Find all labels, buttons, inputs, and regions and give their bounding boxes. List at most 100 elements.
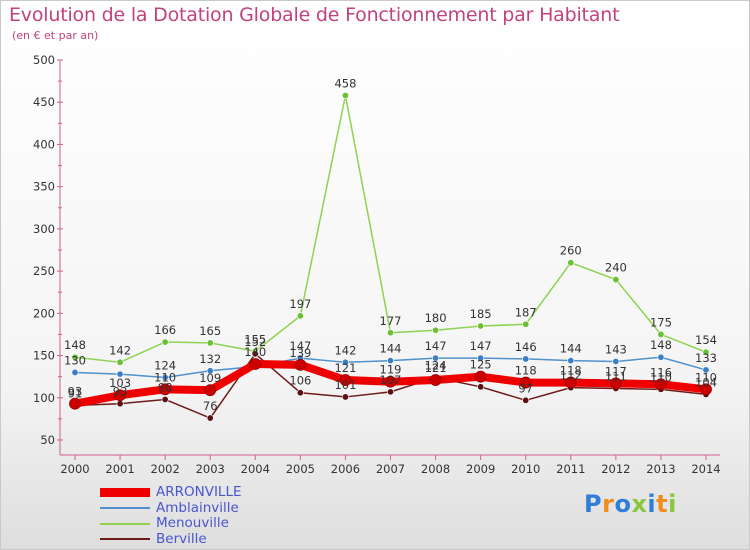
x-tick-label: 2004 — [241, 462, 270, 476]
brand-letter: i — [647, 490, 657, 518]
data-point — [522, 396, 530, 404]
data-label: 240 — [605, 261, 627, 275]
data-point — [294, 358, 307, 371]
data-label: 106 — [289, 374, 311, 388]
data-point — [432, 326, 440, 334]
data-label: 97 — [518, 381, 533, 395]
data-point — [702, 348, 710, 356]
data-point — [296, 312, 304, 320]
data-point — [206, 339, 214, 347]
data-point — [161, 338, 169, 346]
data-label: 148 — [64, 338, 86, 352]
data-label: 117 — [605, 364, 627, 378]
x-tick-label: 2007 — [376, 462, 405, 476]
legend-swatch — [100, 507, 150, 510]
legend-item: ARRONVILLE — [100, 485, 242, 501]
y-tick-label: 200 — [33, 306, 55, 320]
data-point — [206, 414, 214, 422]
data-label: 147 — [470, 339, 492, 353]
x-tick-label: 2003 — [196, 462, 225, 476]
data-point — [116, 400, 124, 408]
data-label: 147 — [425, 339, 447, 353]
data-point — [206, 367, 214, 375]
data-label: 133 — [695, 351, 717, 365]
data-point — [564, 376, 577, 389]
data-point — [296, 389, 304, 397]
data-label: 91 — [68, 386, 83, 400]
x-tick-label: 2009 — [466, 462, 495, 476]
data-point — [386, 388, 394, 396]
data-point — [477, 383, 485, 391]
data-label: 121 — [334, 361, 356, 375]
y-tick-label: 450 — [33, 95, 55, 109]
data-label: 166 — [154, 323, 176, 337]
y-tick-label: 250 — [33, 264, 55, 278]
brand-letter: t — [656, 490, 669, 518]
data-label: 187 — [515, 305, 537, 319]
y-tick-label: 50 — [40, 433, 55, 447]
data-label: 147 — [289, 339, 311, 353]
data-point — [69, 397, 81, 410]
data-label: 142 — [109, 343, 131, 357]
data-point — [384, 375, 397, 388]
data-label: 112 — [560, 369, 582, 383]
x-tick-label: 2002 — [151, 462, 180, 476]
data-label: 124 — [425, 359, 447, 373]
data-point — [341, 91, 349, 99]
data-point — [114, 389, 126, 402]
data-label: 154 — [695, 333, 717, 347]
data-point — [609, 377, 622, 390]
data-point — [341, 393, 349, 401]
data-point — [477, 354, 485, 362]
data-point — [432, 354, 440, 362]
data-point — [522, 355, 530, 363]
data-label: 185 — [470, 307, 492, 321]
data-label: 124 — [154, 359, 176, 373]
x-tick-label: 2008 — [421, 462, 450, 476]
legend-swatch — [100, 488, 150, 498]
data-point — [161, 374, 169, 382]
data-point — [161, 395, 169, 403]
data-point — [702, 366, 710, 374]
x-tick-label: 2006 — [331, 462, 360, 476]
y-tick-label: 500 — [33, 53, 55, 67]
data-label: 144 — [560, 342, 582, 356]
data-label: 148 — [650, 338, 672, 352]
data-label: 197 — [289, 297, 311, 311]
data-label: 260 — [560, 244, 582, 258]
legend-item: Berville — [100, 531, 242, 548]
proxiti-logo: Proxiti — [584, 490, 677, 518]
data-point — [116, 370, 124, 378]
data-label: 118 — [560, 364, 582, 378]
chart-title: Evolution de la Dotation Globale de Fonc… — [9, 4, 620, 26]
data-point — [71, 368, 79, 376]
data-label: 458 — [334, 76, 356, 90]
data-point — [249, 358, 262, 370]
data-label: 118 — [515, 364, 537, 378]
x-tick-label: 2013 — [646, 462, 675, 476]
legend-swatch — [100, 538, 150, 541]
data-label: 132 — [199, 352, 221, 366]
legend-item: Amblainville — [100, 500, 242, 517]
data-point — [655, 378, 667, 391]
data-point — [477, 322, 485, 330]
data-point — [519, 376, 532, 389]
data-point — [341, 358, 349, 366]
data-label: 177 — [380, 314, 402, 328]
data-label: 165 — [199, 324, 221, 338]
chart-legend: ARRONVILLE Amblainville Menouville Berville — [100, 485, 242, 547]
data-point — [339, 374, 352, 386]
data-label: 146 — [515, 340, 537, 354]
y-tick-label: 400 — [33, 137, 55, 151]
data-label: 111 — [605, 369, 627, 383]
data-label: 76 — [203, 399, 218, 413]
data-label: 103 — [109, 376, 131, 390]
brand-letter: r — [602, 490, 615, 518]
data-point — [251, 350, 259, 358]
data-label: 140 — [244, 345, 266, 359]
data-point — [474, 370, 487, 383]
legend-item: Menouville — [100, 516, 242, 532]
x-tick-label: 2010 — [511, 462, 540, 476]
y-tick-label: 300 — [33, 222, 55, 236]
data-point — [612, 357, 620, 365]
